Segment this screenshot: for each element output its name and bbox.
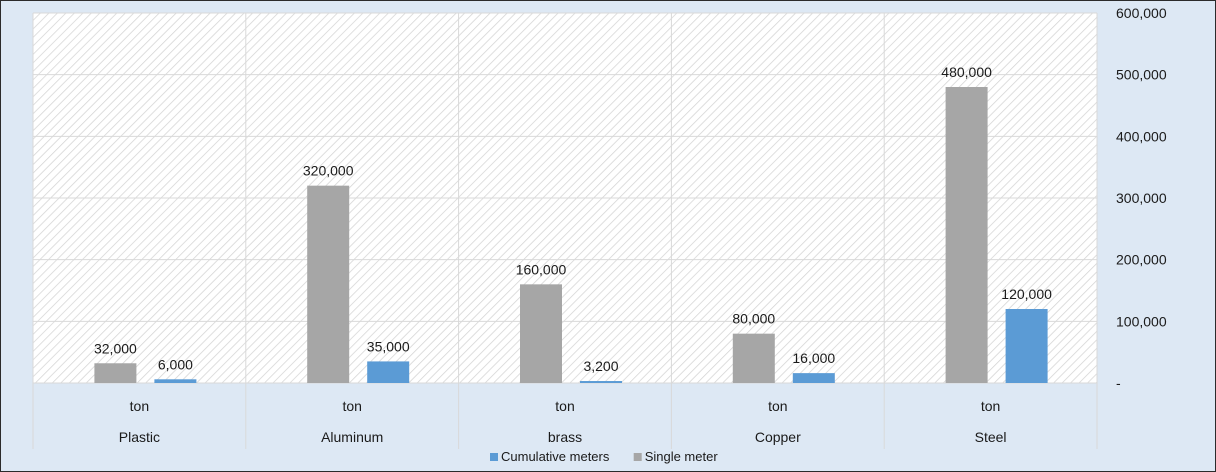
category-unit-label: ton [555, 398, 574, 414]
legend: Cumulative meters Single meter [490, 449, 718, 464]
category-label: Copper [755, 429, 801, 445]
bar-cumulative-meters [154, 379, 197, 383]
category-unit-label: ton [981, 398, 1000, 414]
data-label: 80,000 [732, 311, 775, 327]
category-separators [32, 13, 1098, 449]
gridlines [33, 12, 1097, 384]
x-axis-categories: ton Plastic ton Aluminum ton brass ton Copper to… [119, 398, 1007, 445]
category-label: Plastic [119, 429, 160, 445]
data-label: 120,000 [1001, 286, 1052, 302]
bar-single-meter [94, 363, 137, 383]
legend-swatch [633, 453, 642, 461]
y-tick-label: 400,000 [1116, 128, 1167, 144]
data-label: 32,000 [94, 340, 137, 356]
data-label: 480,000 [941, 64, 992, 80]
y-tick-label: 500,000 [1116, 67, 1167, 83]
y-tick-label: 300,000 [1116, 190, 1167, 206]
bars [94, 87, 1048, 383]
y-tick-label: 600,000 [1116, 5, 1167, 21]
bar-single-meter [520, 284, 562, 383]
data-label: 320,000 [303, 163, 354, 179]
data-label: 35,000 [367, 338, 410, 354]
legend-swatch [490, 453, 498, 461]
legend-label: Single meter [645, 449, 719, 464]
bar-single-meter [307, 185, 350, 383]
y-tick-label: 200,000 [1116, 252, 1167, 268]
bar-cumulative-meters [367, 361, 410, 383]
category-label: Steel [975, 429, 1007, 445]
data-label: 16,000 [792, 350, 835, 366]
bar-cumulative-meters [792, 373, 835, 383]
data-label: 6,000 [158, 356, 193, 372]
bar-cumulative-meters [1005, 309, 1048, 383]
category-unit-label: ton [768, 398, 787, 414]
category-label: brass [548, 429, 582, 445]
category-label: Aluminum [321, 429, 383, 445]
data-label: 160,000 [516, 261, 567, 277]
data-labels: 32,000 320,000 160,000 80,000 480,000 6,000 35… [94, 64, 1052, 374]
legend-label: Cumulative meters [501, 449, 610, 464]
category-unit-label: ton [130, 398, 149, 414]
bar-single-meter [732, 333, 775, 383]
category-unit-label: ton [342, 398, 361, 414]
y-axis: - 100,000 200,000 300,000 400,000 500,000 600,… [1116, 5, 1167, 391]
y-tick-label: 100,000 [1116, 313, 1167, 329]
y-tick-label: - [1116, 375, 1121, 391]
bar-single-meter [945, 87, 988, 383]
bar-cumulative-meters [580, 381, 622, 383]
data-label: 3,200 [583, 358, 618, 374]
